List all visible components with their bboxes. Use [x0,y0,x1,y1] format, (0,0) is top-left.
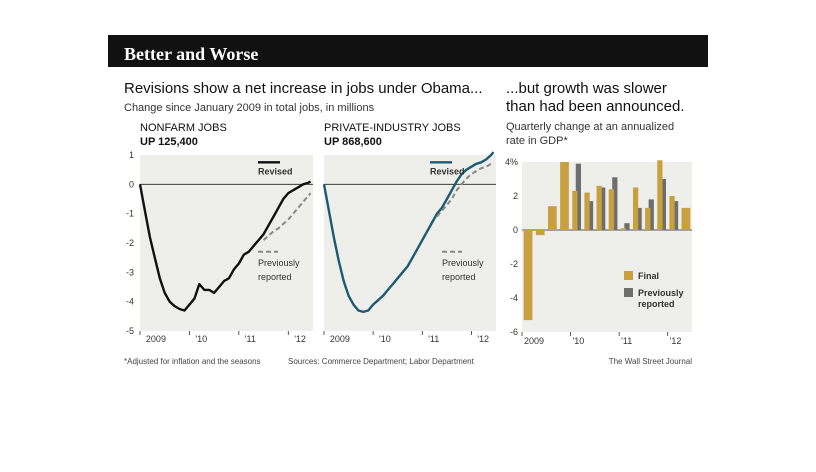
legend-previous-label-line1: Previously [258,258,300,268]
final-bar [523,230,533,321]
plot-area [140,155,313,331]
sources: Sources: Commerce Department; Labor Depa… [288,357,475,366]
x-tick-label: '11 [245,334,256,344]
plot-area [324,155,496,331]
footnote: *Adjusted for inflation and the seasons [124,357,261,366]
legend-final-swatch [624,271,633,280]
y-tick-label: -1 [126,209,134,219]
revised-line [138,180,312,312]
x-tick-label: 2009 [330,334,350,344]
final-bar [547,206,557,230]
y-tick-label: -4 [126,297,134,307]
y-tick-label: -2 [126,238,134,248]
legend-previous-label-line1: Previously [638,288,684,298]
previous-bar [575,163,582,230]
y-tick-label: -4 [510,293,518,303]
x-tick-label: '12 [670,336,682,346]
header-title: Better and Worse [124,44,258,64]
x-tick-label: '10 [195,334,207,344]
final-bar [620,228,627,230]
legend-previous-swatch [624,288,633,297]
left-subheading: Change since January 2009 in total jobs,… [124,102,375,114]
left-heading: Revisions show a net increase in jobs un… [124,80,483,97]
legend-previous-label-line2: reported [638,299,675,309]
right-subheading-line2: rate in GDP* [506,135,568,147]
x-tick-label: '12 [294,334,306,344]
final-bar [596,185,602,230]
previous-bar [672,201,679,230]
x-tick-label: '10 [379,334,391,344]
x-tick-label: '11 [621,336,632,346]
final-bar [632,187,639,230]
y-tick-label: -6 [510,327,518,337]
final-bar [572,190,578,230]
previous-bar [648,199,654,230]
private-title: PRIVATE-INDUSTRY JOBS [324,122,461,134]
y-tick-label: 0 [129,179,134,189]
chart-figure: Better and Worse Revisions show a net in… [108,35,708,377]
legend-final-label: Final [638,271,659,281]
nonfarm-jobs-panel: 1 0 -1 -2 -3 -4 -5 2009 '10 '11 '12 Revised Previous… [126,150,313,344]
y-tick-label: 1 [129,150,134,160]
final-bar [681,207,691,230]
final-bar [669,196,675,230]
y-tick-label: 0 [513,225,518,235]
right-heading-line2: than had been announced. [506,98,685,115]
credit: The Wall Street Journal [609,357,693,366]
chart-svg: Better and Worse Revisions show a net in… [108,35,708,377]
nonfarm-title: NONFARM JOBS [140,122,227,134]
private-value: UP 868,600 [324,136,382,148]
legend-previous-label-line1: Previously [442,258,484,268]
previously-reported-line [262,192,312,241]
x-tick-label: '10 [573,336,585,346]
previous-bar [660,179,667,230]
y-tick-label: -2 [510,259,518,269]
previous-bar [600,187,606,230]
final-bar [645,207,651,230]
y-tick-label: -3 [126,267,134,277]
right-heading-line1: ...but growth was slower [506,80,667,97]
legend-previous-label-line2: reported [258,272,292,282]
private-jobs-panel: 2009 '10 '11 '12 Revised Previously reported [322,151,496,344]
legend-revised-label: Revised [430,166,465,176]
x-tick-label: 2009 [524,336,544,346]
final-bar [608,189,614,230]
previous-bar [587,201,594,230]
legend-previous-label-line2: reported [442,272,476,282]
previous-bar [636,207,642,230]
gdp-panel: 4% 2 0 -2 -4 -6 2009 '10 '11 '12 Final Previouslyre… [505,157,692,346]
right-subheading-line1: Quarterly change at an annualized [506,121,674,133]
previous-bar [624,223,630,230]
x-tick-label: 2009 [146,334,166,344]
legend-revised-label: Revised [258,166,293,176]
previous-bar [612,177,618,230]
previously-reported-line [436,161,495,218]
final-bar [657,160,663,230]
final-bar [535,230,545,236]
x-tick-label: '12 [477,334,489,344]
header-bar [108,35,708,67]
y-tick-label: -5 [126,326,134,336]
x-tick-label: '11 [428,334,439,344]
final-bar [584,192,590,230]
revised-line [322,151,495,314]
y-tick-label: 4% [505,157,518,167]
nonfarm-value: UP 125,400 [140,136,198,148]
y-tick-label: 2 [513,191,518,201]
final-bar [560,162,569,230]
